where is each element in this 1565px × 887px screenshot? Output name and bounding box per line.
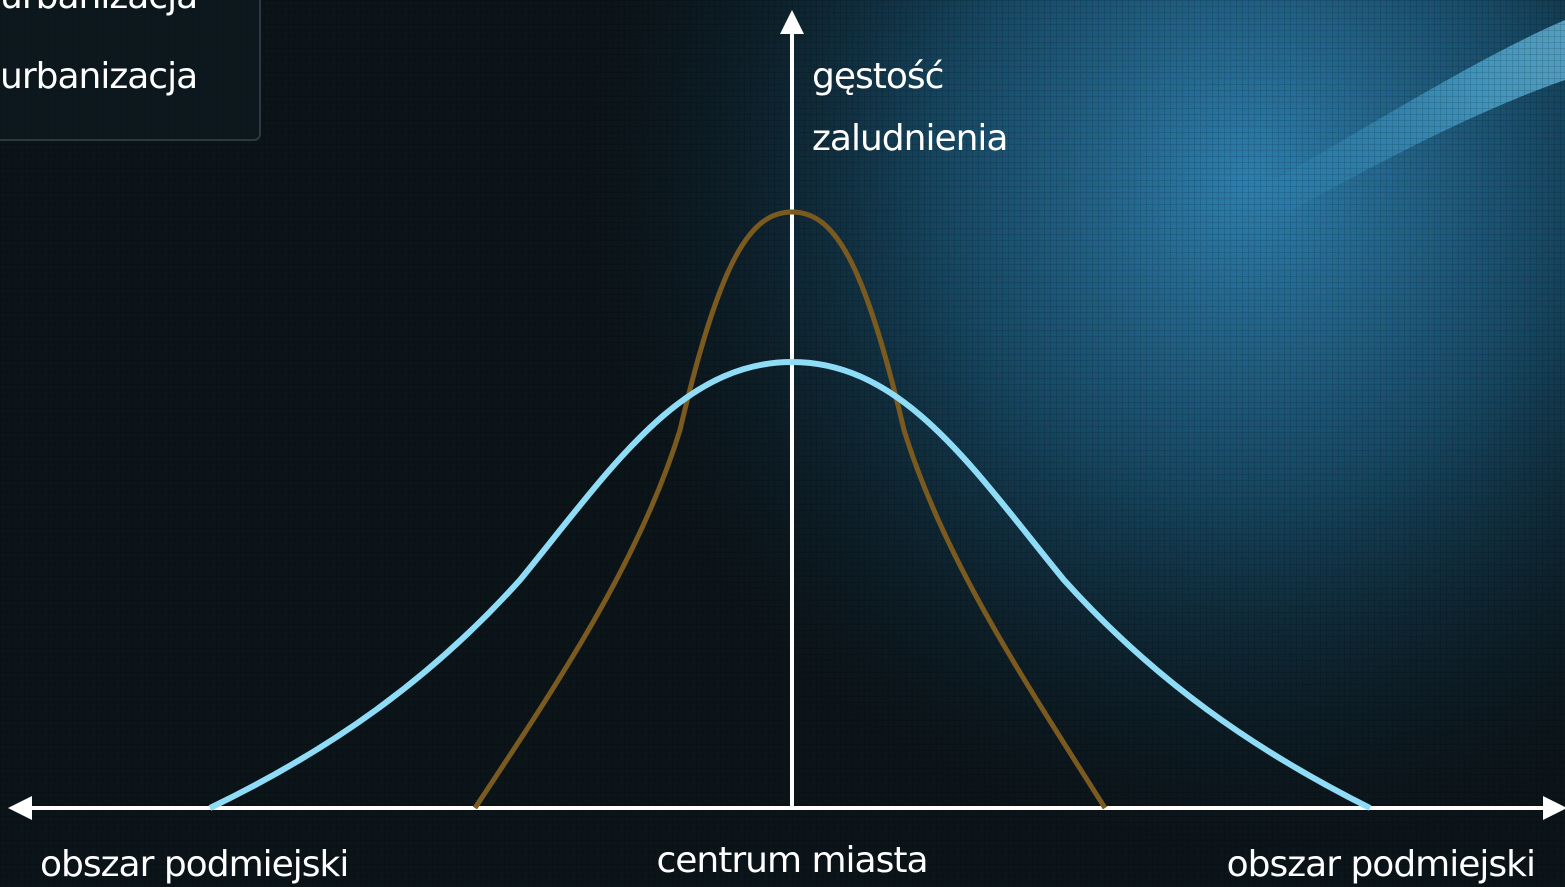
legend-item: urbanizacja xyxy=(0,56,197,97)
curve-brown xyxy=(472,209,1108,810)
legend-box xyxy=(0,0,261,141)
legend-item: urbanizacja xyxy=(0,0,197,17)
y-axis-label: zaludnienia xyxy=(812,118,1007,159)
y-axis-label: gęstość xyxy=(812,56,943,97)
x-axis-label: obszar podmiejski xyxy=(40,844,348,885)
curve-blue xyxy=(208,358,1372,811)
x-axis-label: obszar podmiejski xyxy=(1227,844,1535,885)
x-axis-label: centrum miasta xyxy=(656,840,927,881)
